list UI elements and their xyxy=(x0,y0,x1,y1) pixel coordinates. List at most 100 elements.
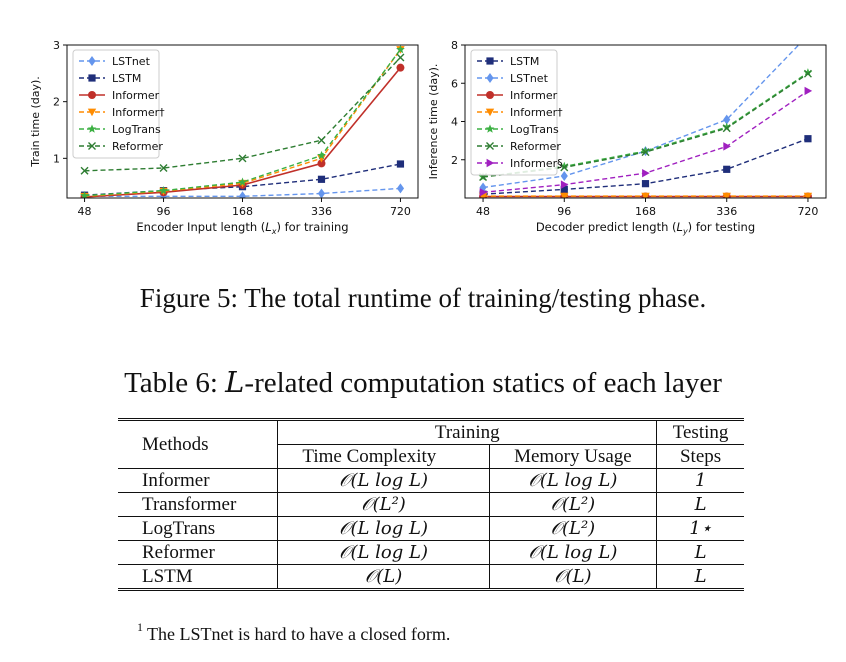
data-point xyxy=(641,148,650,157)
data-point xyxy=(642,168,650,178)
x-tick-label: 168 xyxy=(232,205,253,218)
legend-marker xyxy=(87,108,97,117)
x-tick-label: 96 xyxy=(557,205,571,218)
memory-cell: 𝒪(L log L) xyxy=(488,468,658,493)
plot-area xyxy=(478,30,813,198)
x-tick-label: 168 xyxy=(635,205,656,218)
table-header-row-1: Methods Training Testing xyxy=(118,418,744,469)
data-point xyxy=(803,69,812,78)
table-row: Transformer 𝒪(L²) 𝒪(L²) L xyxy=(118,492,744,517)
data-point xyxy=(722,124,731,133)
data-point xyxy=(317,188,326,198)
legend-marker xyxy=(485,124,495,133)
figure-caption: Figure 5: The total runtime of training/… xyxy=(139,283,707,313)
data-point xyxy=(641,146,650,155)
footnote-text: The LSTnet is hard to have a closed form… xyxy=(147,624,451,644)
y-tick-label: 3 xyxy=(53,39,60,52)
method-cell: LogTrans xyxy=(118,516,279,541)
y-tick-label: 2 xyxy=(451,154,458,167)
data-point xyxy=(723,142,731,151)
header-steps: Steps xyxy=(656,444,744,469)
table-row: LSTM 𝒪(L) 𝒪(L) L xyxy=(118,564,744,591)
x-tick-label: 720 xyxy=(390,205,411,218)
header-training: Training xyxy=(277,418,658,445)
data-point xyxy=(723,165,731,173)
steps-cell: 1⋆ xyxy=(656,516,744,541)
series-line xyxy=(84,57,401,172)
data-point xyxy=(641,192,650,198)
x-axis-label: Decoder predict length (Ly) for testing xyxy=(536,220,755,236)
data-point xyxy=(396,63,405,72)
data-point xyxy=(80,166,89,175)
y-tick-label: 1 xyxy=(53,152,60,165)
data-point xyxy=(238,177,247,186)
y-axis-label: Inference time (day). xyxy=(427,64,440,180)
time-cell: 𝒪(L log L) xyxy=(277,516,490,541)
steps-cell: L xyxy=(656,564,744,591)
data-point xyxy=(317,175,326,183)
data-point xyxy=(803,68,813,77)
data-point xyxy=(238,154,247,163)
y-tick-label: 4 xyxy=(451,116,458,129)
legend-marker xyxy=(486,73,494,83)
data-point xyxy=(159,186,168,195)
memory-cell: 𝒪(L log L) xyxy=(488,540,658,565)
data-point xyxy=(722,192,731,198)
legend-label: LSTnet xyxy=(112,55,151,68)
legend-label: LogTrans xyxy=(112,123,161,136)
header-testing: Testing xyxy=(656,418,744,445)
data-point xyxy=(722,122,732,131)
steps-cell: L xyxy=(656,492,744,517)
legend-marker xyxy=(486,57,494,65)
method-cell: LSTM xyxy=(118,564,279,591)
data-point xyxy=(804,86,813,96)
data-point xyxy=(317,136,326,145)
legend-marker xyxy=(486,142,494,150)
data-point xyxy=(804,135,812,143)
legend-marker xyxy=(88,56,96,66)
x-tick-label: 336 xyxy=(716,205,737,218)
plot-frame xyxy=(464,44,827,199)
data-point xyxy=(560,185,568,193)
data-point xyxy=(479,188,488,197)
data-point xyxy=(238,191,247,198)
legend-marker xyxy=(485,108,495,117)
legend-label: Informer† xyxy=(112,106,165,119)
header-memory-usage: Memory Usage xyxy=(488,444,658,469)
data-point xyxy=(560,180,569,189)
x-axis-label: Encoder Input length (Lx) for training xyxy=(136,220,348,236)
steps-cell: 1 xyxy=(656,468,744,493)
y-axis-label: Train time (day). xyxy=(29,76,42,168)
inference-time-chart: 2 4 6 8 48 96 168 336 720 Decoder predict length … xyxy=(420,0,846,245)
plot-frame xyxy=(66,44,419,199)
legend-label: LSTnet xyxy=(510,72,549,85)
table-caption-prefix: Table 6: xyxy=(124,367,226,399)
legend-marker xyxy=(88,74,96,82)
data-point xyxy=(803,192,813,198)
legend-marker xyxy=(88,91,96,99)
table-row: LogTrans 𝒪(L log L) 𝒪(L²) 1⋆ xyxy=(118,516,744,541)
train-time-chart-svg: 1 2 3 48 96 168 336 720 Encoder Input length (Lx… xyxy=(29,39,419,236)
legend-marker xyxy=(88,142,96,150)
legend-label: LSTM xyxy=(112,72,141,85)
data-point xyxy=(559,161,569,171)
data-point xyxy=(641,180,650,188)
legend-label: Reformer xyxy=(112,140,163,153)
data-point xyxy=(396,183,405,194)
complexity-table: Methods Training Testing Time Complexity… xyxy=(118,418,744,591)
legend-marker xyxy=(87,124,97,133)
legend-label: Informer§ xyxy=(510,157,563,170)
y-tick-label: 6 xyxy=(451,77,458,90)
data-point xyxy=(159,163,168,172)
data-point xyxy=(804,30,811,40)
time-cell: 𝒪(L log L) xyxy=(277,468,490,493)
inference-time-chart-svg: 2 4 6 8 48 96 168 336 720 Decoder predict length … xyxy=(427,30,827,236)
y-tick-label: 2 xyxy=(53,96,60,109)
train-time-chart: 1 2 3 48 96 168 336 720 Encoder Input length (Lx… xyxy=(0,0,430,245)
x-tick-label: 48 xyxy=(78,205,92,218)
header-time-complexity: Time Complexity xyxy=(277,444,490,469)
table-row: Reformer 𝒪(L log L) 𝒪(L log L) L xyxy=(118,540,744,565)
data-point xyxy=(317,150,326,160)
data-point xyxy=(723,114,731,125)
legend-label: Informer xyxy=(510,89,558,102)
